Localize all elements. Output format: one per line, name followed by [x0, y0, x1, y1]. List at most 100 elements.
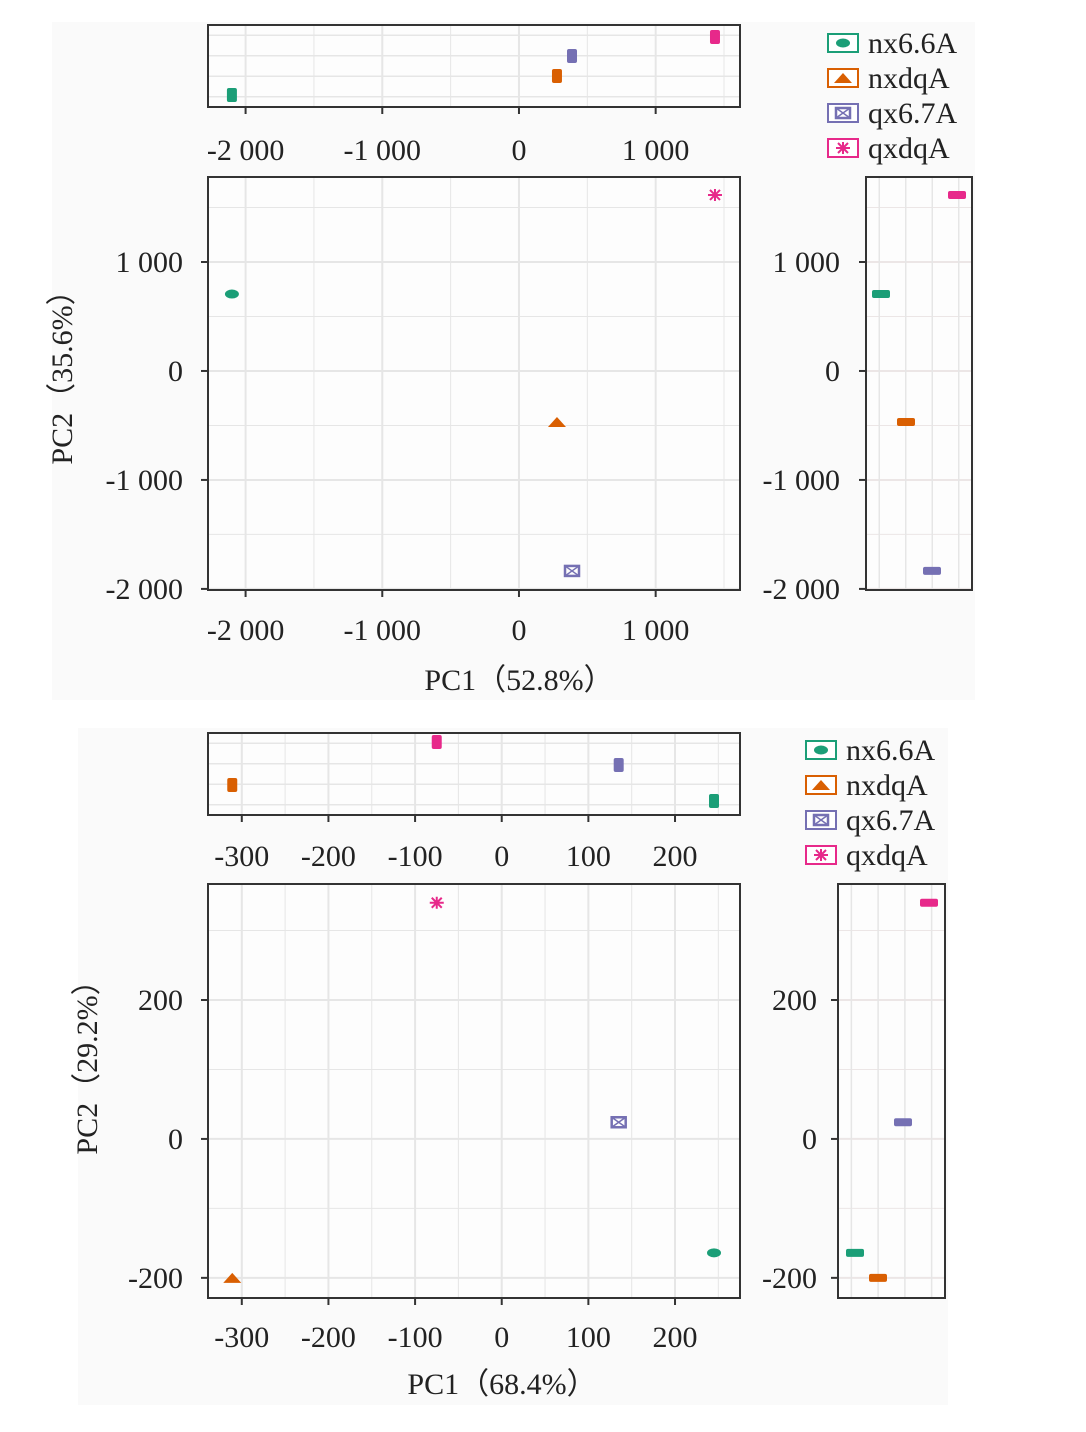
top-marginal-box-qx6-7a	[567, 49, 578, 63]
legend-label: nx6.6A	[868, 27, 958, 60]
legend-square-cross-icon	[834, 106, 852, 120]
point-qx6-7a-cross	[611, 1116, 627, 1128]
top-x-tick-label: -300	[214, 840, 269, 873]
legend-triangle-icon	[812, 780, 830, 790]
y-tick-label: 1 000	[116, 246, 184, 279]
chart-2: -300 -300 -200 -200 -100 -100 0 0 100 100 200 200 20…	[71, 728, 948, 1405]
y-tick-label: -2 000	[106, 573, 184, 606]
right-marginal-box-nxdqa	[897, 417, 915, 426]
y-tick-label: 0	[168, 1123, 183, 1156]
top-x-tick-label: -200	[301, 840, 356, 873]
right-marginal-box-qx6-7a	[894, 1118, 912, 1127]
top-x-tick-label: 0	[511, 134, 526, 167]
top-x-tick-label: 1 000	[622, 134, 690, 167]
legend-asterisk-icon	[814, 849, 828, 861]
x-axis-title: PC1（52.8%）	[424, 664, 613, 697]
legend-label: nxdqA	[846, 769, 928, 802]
legend-item-qxdqa: qxdqA	[805, 839, 928, 872]
right-marginal-panel-border	[837, 883, 946, 1299]
chart-1: -2 000 -2 000 -1 000 -1 000 0 0 1 000 1 000 1 00…	[46, 22, 975, 700]
right-marginal-panel-fill	[838, 884, 945, 1298]
right-y-tick-label: 0	[825, 355, 840, 388]
right-marginal-panel-border	[865, 176, 973, 591]
legend-label: nxdqA	[868, 62, 950, 95]
legend-item-qxdqa: qxdqA	[827, 132, 950, 165]
point-qx6-7a	[610, 1116, 627, 1129]
top-marginal-panel-border	[207, 732, 741, 816]
legend-square-cross-icon	[812, 813, 830, 827]
legend-square-cross-icon-cross	[835, 107, 851, 119]
main-panel-fill	[208, 884, 740, 1298]
right-marginal-box-qx6-7a	[923, 566, 941, 575]
top-marginal-box-qxdqa	[709, 30, 720, 44]
point-nx6-6a	[707, 1248, 722, 1258]
point-nx6-6a	[224, 289, 239, 299]
top-marginal-panel-fill	[208, 25, 740, 107]
x-tick-label: 1 000	[622, 614, 690, 647]
top-x-tick-label: -1 000	[344, 134, 422, 167]
right-y-tick-label: 1 000	[773, 246, 841, 279]
top-marginal-panel-fill	[208, 733, 740, 815]
legend-label: nx6.6A	[846, 734, 936, 767]
right-marginal-box-nx6-6a	[872, 290, 890, 299]
top-x-tick-label: -100	[388, 840, 443, 873]
right-y-tick-label: -1 000	[763, 464, 841, 497]
y-tick-label: -1 000	[106, 464, 184, 497]
legend-circle-icon	[836, 38, 850, 48]
legend-label: qxdqA	[846, 839, 928, 872]
top-marginal-box-nx6-6a	[709, 794, 720, 808]
x-tick-label: -100	[388, 1321, 443, 1354]
right-marginal-panel-fill	[866, 177, 972, 590]
top-marginal-box-nxdqa	[227, 778, 238, 792]
legend-triangle-icon	[834, 73, 852, 83]
x-tick-label: -2 000	[207, 614, 285, 647]
point-qxdqa	[707, 188, 722, 201]
point-qx6-7a-cross	[564, 565, 580, 577]
x-tick-label: 200	[653, 1321, 698, 1354]
right-marginal-box-nxdqa	[869, 1273, 887, 1282]
main-panel-border	[207, 883, 741, 1299]
legend-label: qx6.7A	[846, 804, 936, 837]
right-y-tick-label: -200	[762, 1262, 817, 1295]
top-x-tick-label: 0	[494, 840, 509, 873]
legend-label: qx6.7A	[868, 97, 958, 130]
top-marginal-panel-border	[207, 24, 741, 108]
legend-item-qx6-7a: qx6.7A	[827, 97, 958, 130]
main-panel-fill	[208, 177, 740, 590]
right-y-tick-label: 200	[772, 984, 817, 1017]
x-tick-label: 0	[494, 1321, 509, 1354]
point-nxdqa	[223, 1272, 242, 1283]
legend-item-nxdqa: nxdqA	[827, 62, 950, 95]
legend-square-cross-icon-cross	[813, 814, 829, 826]
right-marginal-box-qxdqa	[948, 190, 966, 199]
point-qxdqa	[429, 896, 444, 909]
top-marginal-box-nxdqa	[551, 69, 562, 83]
x-tick-label: -200	[301, 1321, 356, 1354]
y-tick-label: 200	[138, 984, 183, 1017]
top-x-tick-label: 100	[566, 840, 611, 873]
legend-asterisk-icon	[836, 142, 850, 154]
x-tick-label: -300	[214, 1321, 269, 1354]
legend-label: qxdqA	[868, 132, 950, 165]
x-tick-label: -1 000	[344, 614, 422, 647]
y-axis-title: PC2（29.2%）	[71, 965, 104, 1154]
top-x-tick-label: -2 000	[207, 134, 285, 167]
y-axis-title: PC2（35.6%）	[46, 275, 79, 464]
top-marginal-box-qx6-7a	[613, 758, 624, 772]
top-marginal-box-nx6-6a	[226, 88, 237, 102]
legend-item-nxdqa: nxdqA	[805, 769, 928, 802]
y-tick-label: 0	[168, 355, 183, 388]
point-qx6-7a	[563, 564, 581, 578]
main-panel-border	[207, 176, 741, 591]
top-marginal-box-qxdqa	[431, 735, 442, 749]
x-tick-label: 0	[511, 614, 526, 647]
point-nxdqa	[547, 416, 566, 427]
y-tick-label: -200	[128, 1262, 183, 1295]
right-y-tick-label: 0	[802, 1123, 817, 1156]
right-marginal-box-nx6-6a	[846, 1248, 864, 1257]
legend-item-nx6-6a: nx6.6A	[805, 734, 936, 767]
legend-circle-icon	[814, 745, 828, 755]
x-axis-title: PC1（68.4%）	[407, 1368, 596, 1401]
top-x-tick-label: 200	[653, 840, 698, 873]
